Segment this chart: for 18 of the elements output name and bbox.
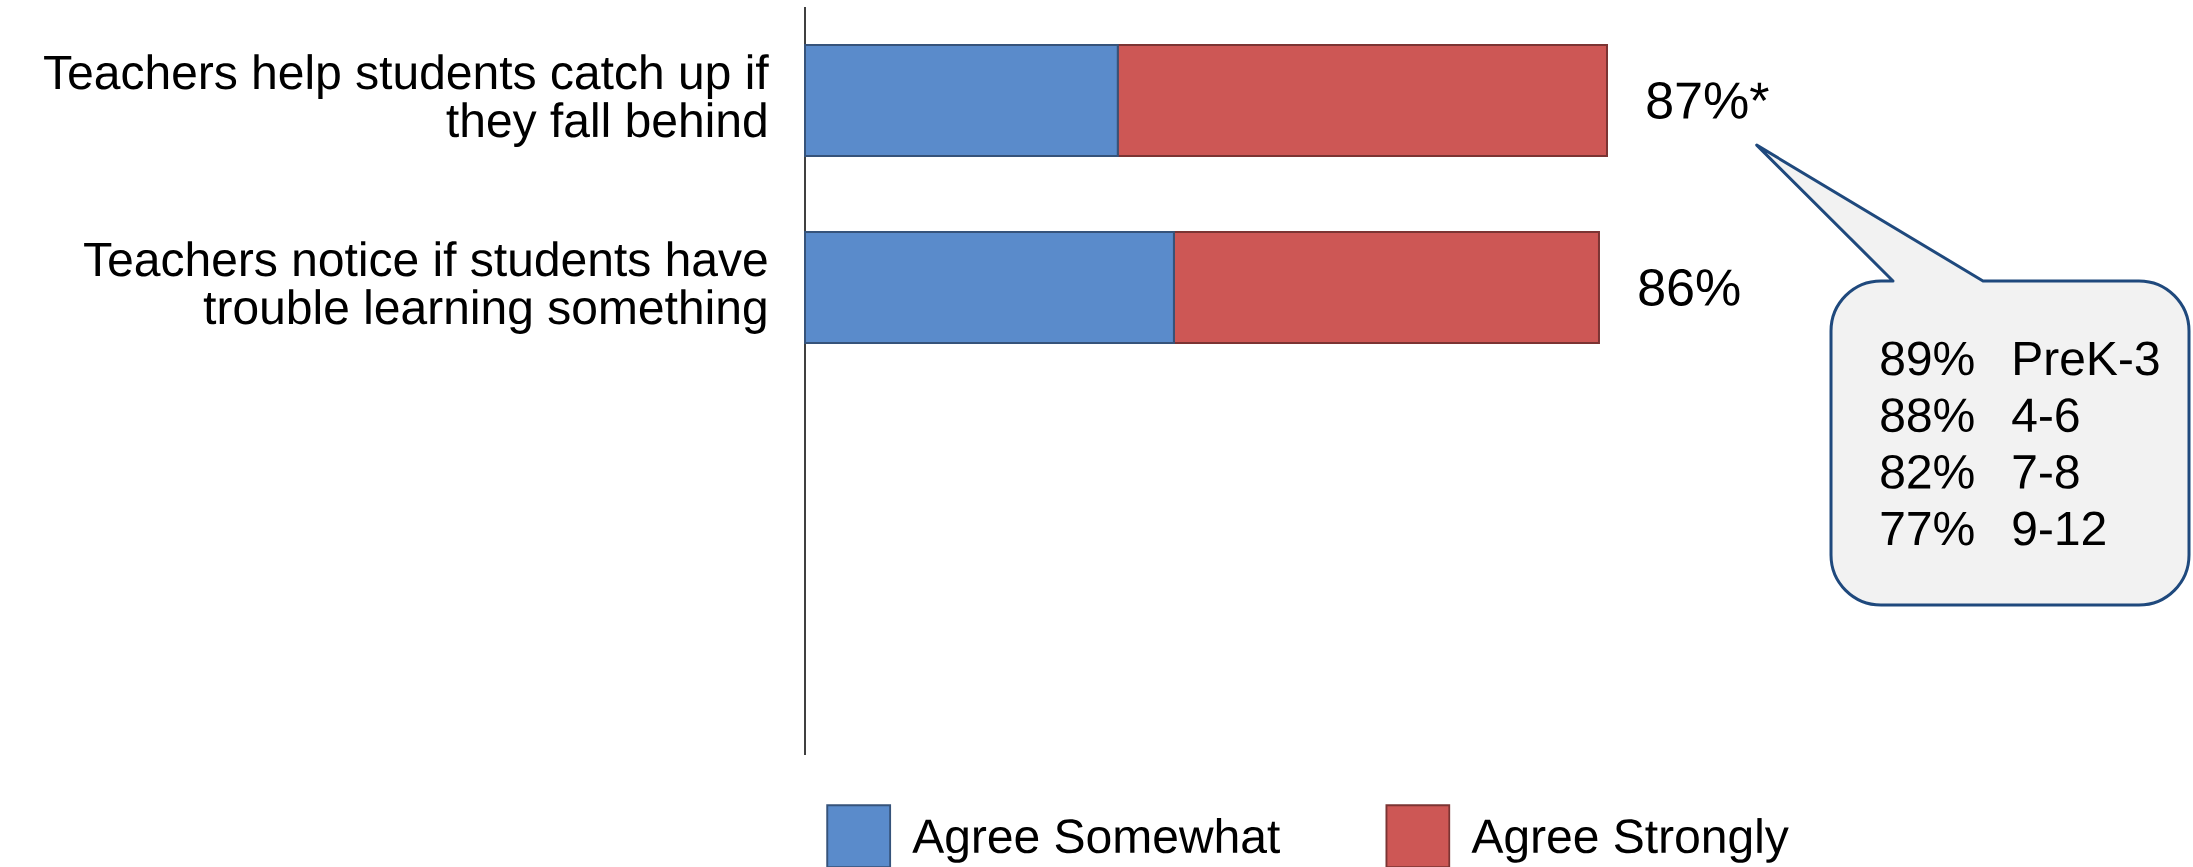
legend-label: Agree Somewhat [912,818,1280,863]
annotation: 86% [1639,269,1740,306]
bar [1172,231,1600,345]
text: 77% [1881,511,1974,546]
bar [804,44,1119,158]
legend-label: Agree Strongly [1471,818,1789,863]
text: 9-12 [2013,511,2105,546]
text: 4-6 [2012,398,2079,433]
bar [1116,44,1608,158]
text: 7-8 [2013,454,2079,489]
y-tick-label: Teachers help students catch up if they fall behind [44,54,769,147]
text: 88% [1881,398,1974,433]
annotation: 87%* [1647,82,1769,119]
text: 82% [1881,454,1974,489]
y-tick-label: Teachers notice if students have trouble learning something [84,241,767,334]
bar [804,231,1175,345]
text: 89% [1881,341,1974,376]
text: PreK-3 [2015,341,2159,376]
